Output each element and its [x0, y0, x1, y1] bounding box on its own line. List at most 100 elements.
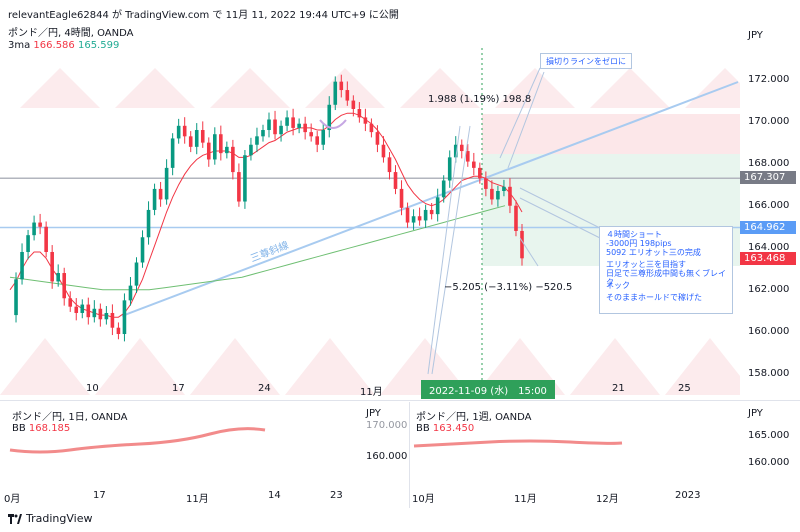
candle-body[interactable] — [146, 209, 151, 238]
candle-body[interactable] — [38, 222, 42, 227]
candle-body[interactable] — [478, 167, 482, 179]
candle-body[interactable] — [116, 327, 121, 335]
candle-body[interactable] — [128, 285, 133, 301]
trade-note-callout[interactable]: ４時間ショート -3000円 198pips 5092 エリオット三の完成 エリオッ… — [599, 226, 733, 314]
candle-body[interactable] — [387, 157, 392, 173]
candle-body[interactable] — [200, 130, 205, 143]
candle-body[interactable] — [417, 216, 422, 221]
candle-body[interactable] — [435, 197, 440, 215]
candle-body[interactable] — [345, 90, 350, 101]
candle-body[interactable] — [164, 167, 169, 200]
candle-body[interactable] — [249, 144, 253, 156]
candle-body[interactable] — [134, 262, 139, 286]
candle-body[interactable] — [32, 222, 36, 236]
candle-body[interactable] — [459, 144, 464, 152]
candle-body[interactable] — [194, 130, 199, 147]
candle-body[interactable] — [98, 308, 103, 320]
candle-body[interactable] — [291, 117, 295, 128]
candle-body[interactable] — [381, 144, 386, 158]
candle-body[interactable] — [514, 205, 518, 231]
candle-body[interactable] — [363, 117, 368, 124]
candle-body[interactable] — [490, 188, 494, 200]
candle-body[interactable] — [62, 273, 67, 299]
candle-body[interactable] — [26, 235, 30, 252]
candle-body[interactable] — [261, 130, 265, 137]
candle-body[interactable] — [92, 308, 97, 318]
candle-body[interactable] — [297, 123, 301, 128]
candle-body[interactable] — [44, 226, 48, 252]
candle-body[interactable] — [176, 125, 181, 139]
candle-body[interactable] — [447, 157, 452, 181]
candle-body[interactable] — [122, 300, 127, 335]
weekly-bb-legend[interactable]: BB 163.450 — [416, 423, 474, 434]
candle-body[interactable] — [369, 123, 374, 133]
candle-body[interactable] — [321, 130, 326, 145]
main-x-tick-label: 17 — [172, 383, 185, 394]
daily-bb-legend[interactable]: BB 168.185 — [12, 423, 70, 434]
candle-body[interactable] — [213, 134, 217, 160]
candle-body[interactable] — [351, 100, 356, 109]
neckline-trendline[interactable] — [121, 81, 739, 317]
candle-body[interactable] — [393, 172, 398, 189]
candle-body[interactable] — [333, 81, 338, 105]
candle-body[interactable] — [14, 279, 18, 316]
candle-body[interactable] — [68, 298, 73, 307]
candle-body[interactable] — [170, 138, 175, 168]
candle-body[interactable] — [140, 237, 145, 263]
candle-body[interactable] — [375, 132, 380, 145]
weekly-chart[interactable] — [410, 402, 740, 488]
candle-body[interactable] — [50, 251, 54, 282]
candle-body[interactable] — [158, 188, 163, 200]
candle-body[interactable] — [309, 132, 313, 137]
candle-body[interactable] — [225, 146, 229, 154]
candle-body[interactable] — [411, 216, 416, 223]
candle-body[interactable] — [86, 304, 91, 318]
daily-chart[interactable] — [0, 402, 408, 488]
candle-body[interactable] — [80, 304, 85, 313]
candle-body[interactable] — [219, 134, 223, 154]
candle-body[interactable] — [315, 136, 319, 145]
candle-body[interactable] — [279, 125, 283, 135]
candle-body[interactable] — [508, 186, 512, 206]
candle-body[interactable] — [273, 119, 277, 135]
candle-body[interactable] — [327, 104, 332, 131]
candle-body[interactable] — [520, 230, 524, 259]
candle-body[interactable] — [453, 144, 458, 158]
stop-line-callout[interactable]: 損切りラインをゼロに — [540, 53, 632, 69]
candle-body[interactable] — [152, 188, 157, 210]
candle-body[interactable] — [423, 209, 428, 221]
candle-body[interactable] — [285, 117, 289, 126]
candle-body[interactable] — [206, 142, 211, 160]
candle-body[interactable] — [405, 207, 410, 223]
candle-body[interactable] — [465, 151, 470, 162]
candle-body[interactable] — [188, 136, 193, 147]
candle-body[interactable] — [441, 180, 446, 198]
daily-y-tick-2: 160.000 — [366, 451, 408, 462]
candle-body[interactable] — [502, 186, 506, 192]
candle-body[interactable] — [484, 178, 488, 189]
candle-body[interactable] — [110, 312, 115, 328]
candle-body[interactable] — [20, 251, 24, 280]
candle-body[interactable] — [74, 306, 79, 313]
candle-body[interactable] — [237, 172, 241, 202]
note-callout-line — [519, 187, 601, 229]
candle-body[interactable] — [429, 209, 434, 215]
candle-body[interactable] — [267, 119, 271, 131]
candle-body[interactable] — [472, 161, 476, 168]
footer-brand[interactable]: TradingView — [8, 512, 92, 525]
candle-body[interactable] — [399, 188, 404, 208]
ma-slow-line[interactable] — [9, 205, 506, 291]
main-price-chart[interactable]: 三尊斜線 — [0, 48, 740, 395]
candle-body[interactable] — [303, 123, 307, 133]
main-x-tick-label: 11月 — [360, 387, 383, 398]
candle-body[interactable] — [339, 81, 344, 91]
indicator-legend[interactable]: 3ma 166.586 165.599 — [8, 40, 119, 51]
candle-body[interactable] — [182, 125, 187, 137]
candle-body[interactable] — [56, 273, 60, 282]
candle-body[interactable] — [255, 136, 259, 145]
candle-body[interactable] — [496, 191, 500, 200]
candle-body[interactable] — [104, 312, 109, 320]
candle-body[interactable] — [243, 155, 247, 202]
candle-body[interactable] — [231, 146, 235, 173]
candle-body[interactable] — [357, 108, 362, 118]
